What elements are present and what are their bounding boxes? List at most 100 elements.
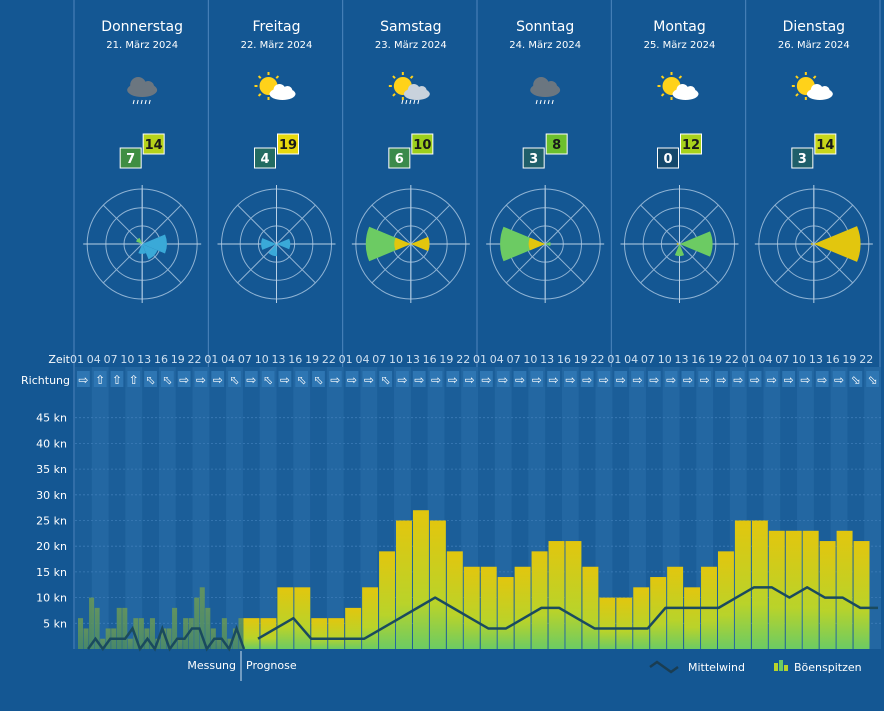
- rose-sector: [142, 234, 167, 254]
- hour-label: 10: [658, 353, 672, 366]
- direction-arrow-icon: ⇨: [649, 373, 659, 387]
- hour-label: 16: [423, 353, 437, 366]
- wind-rose: [83, 185, 202, 303]
- hour-label: 19: [171, 353, 185, 366]
- hour-stripe: [293, 367, 311, 649]
- gust-value: 14: [816, 138, 834, 153]
- forecast-gust-bar: [480, 566, 497, 649]
- forecast-gust-bar: [328, 618, 345, 649]
- arrow-cell: [731, 371, 745, 387]
- direction-arrow-icon: ⇨: [498, 373, 508, 387]
- measurement-mean-line: [86, 624, 246, 652]
- day-name: Sonntag: [516, 19, 574, 35]
- direction-arrow-icon: ⇨: [465, 373, 475, 387]
- rose-sector: [261, 238, 277, 250]
- hour-labels: 01 04 07 10 13 16 19 22 01 04 07 10 13 16 19 22 01 04 07 10…: [70, 353, 873, 366]
- rose-sector: [528, 237, 546, 251]
- hour-label: 07: [507, 353, 521, 366]
- mean-wind-badge: [791, 147, 814, 169]
- hour-label: 22: [859, 353, 873, 366]
- hour-stripe: [91, 367, 109, 649]
- direction-arrow-icon: ⇨: [716, 373, 726, 387]
- direction-arrow-icon: ⇨: [481, 373, 491, 387]
- forecast-gust-bar: [853, 541, 870, 649]
- wind-badges: 38: [522, 133, 568, 169]
- direction-arrow-icon: ⇨: [397, 373, 407, 387]
- sun-cloud-rain-icon: [388, 72, 430, 105]
- rose-sector: [811, 242, 814, 246]
- rose-sector: [674, 244, 685, 257]
- forecast-gust-bar: [599, 597, 616, 649]
- forecast-gust-bar: [836, 530, 853, 649]
- arrow-cell: [664, 371, 678, 387]
- mean-wind-badge: [388, 147, 411, 169]
- hour-label: 07: [372, 353, 386, 366]
- arrow-cell: [345, 371, 359, 387]
- hour-label: 10: [523, 353, 537, 366]
- hour-label: 16: [826, 353, 840, 366]
- y-tick-label: 20 kn: [36, 540, 67, 553]
- gust-bars: [78, 510, 870, 649]
- measurement-bar: [127, 638, 133, 649]
- hour-label: 04: [758, 353, 772, 366]
- rose-sector: [136, 237, 143, 244]
- direction-arrow-icon: ⬂: [851, 373, 861, 387]
- arrow-cell: [614, 371, 628, 387]
- forecast-gust-bar: [548, 541, 565, 649]
- arrow-cell: [480, 371, 493, 387]
- arrow-cell: [278, 371, 292, 387]
- direction-arrow-icon: ⇧: [129, 373, 139, 387]
- richtung-label: Richtung: [21, 374, 70, 387]
- arrow-cell: [412, 371, 426, 387]
- hour-label: 10: [792, 353, 806, 366]
- arrow-cell: [547, 371, 560, 387]
- hour-label: 01: [742, 353, 756, 366]
- direction-arrow-icon: ⇨: [196, 373, 206, 387]
- day-date: 26. März 2024: [778, 40, 850, 51]
- sun-cloud-icon: [657, 72, 699, 100]
- gust-value: 8: [552, 138, 561, 153]
- direction-arrow-icon: ⇨: [817, 373, 827, 387]
- forecast-mean-line: [257, 586, 878, 640]
- hour-label: 04: [221, 353, 235, 366]
- direction-arrow-icon: ⇨: [246, 373, 256, 387]
- hour-stripe: [629, 367, 646, 649]
- arrow-cell: [799, 371, 812, 387]
- direction-arrow-icon: ⇨: [767, 373, 777, 387]
- day-name: Donnerstag: [101, 19, 183, 35]
- direction-arrow-icon: ⇨: [599, 373, 609, 387]
- wind-rose: [620, 185, 739, 303]
- arrow-cell: [177, 371, 191, 387]
- measurement-bar: [216, 638, 222, 649]
- hour-label: 04: [624, 353, 638, 366]
- forecast-gust-bar: [565, 541, 582, 649]
- measurement-bar: [199, 587, 205, 649]
- gust-badge: [142, 133, 165, 155]
- direction-arrows: ⇨ ⇧ ⇧ ⇧ ⬁ ⬁ ⇨ ⇨ ⇨ ⬁ ⇨ ⬁ ⇨ ⬁ ⬁ ⇨ ⇨ ⇨ ⬁ ⇨ ⇨ ⇨ ⇨ ⇨ ⇨ ⇨ ⇨ ⇨ ⇨ ⇨ ⇨ ⇨ ⇨ ⇨ ⇨ ⇨ ⇨ ⇨ ⇨ ⇨…: [77, 371, 879, 387]
- arrow-cell: [379, 371, 393, 387]
- forecast-gust-bar: [684, 587, 701, 649]
- mean-wind-value: 3: [798, 152, 807, 167]
- day-date: 23. März 2024: [375, 40, 447, 51]
- mean-wind-badge: [522, 147, 545, 169]
- hour-stripe: [158, 367, 176, 649]
- arrow-cell: [715, 371, 728, 387]
- direction-arrow-icon: ⇨: [784, 373, 794, 387]
- hour-label: 01: [70, 353, 84, 366]
- hour-label: 13: [809, 353, 823, 366]
- rose-sector: [410, 236, 430, 252]
- gust-value: 14: [145, 138, 163, 153]
- direction-arrow-icon: ⇨: [666, 373, 676, 387]
- gust-badge: [814, 133, 837, 155]
- day-column-dienstag: Dienstag 26. März 2024 3 14: [754, 19, 873, 303]
- forecast-gust-bar: [396, 520, 412, 649]
- arrow-cell: [782, 371, 796, 387]
- hour-label: 13: [137, 353, 151, 366]
- arrow-cell: [849, 371, 863, 387]
- measurement-bar: [172, 607, 178, 649]
- arrow-cell: [77, 371, 90, 387]
- measurement-bar: [89, 597, 95, 649]
- hour-label: 16: [691, 353, 705, 366]
- rose-sector: [545, 241, 551, 247]
